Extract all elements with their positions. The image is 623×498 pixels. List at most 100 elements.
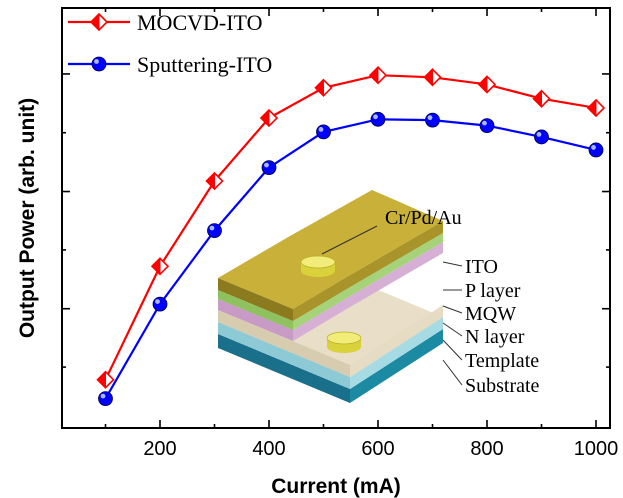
- x-tick-label: 400: [252, 438, 285, 460]
- layer-n-side: [350, 305, 443, 377]
- data-point-highlight: [536, 132, 542, 137]
- data-point: [152, 296, 168, 312]
- data-point-body: [152, 296, 168, 312]
- data-point: [259, 108, 279, 128]
- legend-marker: [91, 56, 107, 72]
- data-point: [316, 124, 331, 140]
- data-point: [532, 89, 551, 108]
- leader-line: [321, 225, 378, 255]
- y-axis-label: Output Power (arb. unit): [16, 98, 39, 338]
- legend-label: Sputtering-ITO: [137, 52, 272, 77]
- data-point-half: [587, 98, 597, 118]
- legend-entry: Sputtering-ITO: [68, 52, 272, 77]
- data-point-body: [261, 160, 277, 176]
- layer-substrate-front: [218, 334, 350, 403]
- data-point-body: [370, 111, 386, 127]
- leader-line: [442, 322, 463, 337]
- p-contact-pad-bottom: [301, 265, 335, 277]
- layer-p: [218, 233, 443, 330]
- legend-label: MOCVD-ITO: [137, 10, 262, 35]
- data-point: [370, 111, 386, 127]
- layer-mqw-side: [345, 242, 443, 310]
- legend-entry: MOCVD-ITO: [68, 10, 262, 35]
- inset-label: ITO: [465, 256, 498, 278]
- leader-line: [442, 261, 463, 267]
- x-axis-label: Current (mA): [271, 475, 401, 498]
- data-point-body: [425, 112, 440, 128]
- layer-p-side: [345, 233, 443, 299]
- data-point: [368, 65, 388, 85]
- layer-mqw-front-a: [218, 299, 293, 341]
- layer-mqw: [218, 242, 443, 341]
- data-point: [314, 78, 333, 98]
- layer-substrate-side: [350, 329, 443, 403]
- data-point-highlight: [209, 225, 215, 231]
- series-layer: [96, 65, 606, 407]
- series-0: [96, 65, 606, 389]
- series-line: [104, 118, 597, 400]
- data-point-half: [314, 78, 324, 98]
- data-point-half: [260, 108, 270, 128]
- data-point-half: [96, 370, 106, 389]
- legend-marker-body: [91, 56, 107, 72]
- data-point-body: [316, 124, 331, 140]
- data-point: [98, 391, 113, 407]
- data-point: [96, 370, 115, 389]
- layer-template-front: [218, 322, 350, 389]
- layer-n: [218, 305, 443, 377]
- x-tick-label: 800: [470, 438, 503, 460]
- data-point-half: [478, 75, 488, 94]
- data-point-body: [534, 129, 549, 145]
- leader-line: [442, 305, 463, 314]
- data-point-highlight: [100, 393, 106, 399]
- legend: MOCVD-ITO Sputtering-ITO: [68, 10, 272, 77]
- x-tick-label: 200: [143, 438, 176, 460]
- data-point: [425, 112, 440, 128]
- legend-marker-half: [90, 12, 100, 32]
- data-point: [477, 75, 497, 94]
- layer-template-side: [350, 317, 443, 389]
- layer-p-notch: [293, 290, 345, 330]
- data-point-highlight: [155, 299, 160, 304]
- layer-p-front-a: [218, 290, 293, 330]
- inset-label: N layer: [465, 326, 525, 348]
- layer-ito-notch: [293, 278, 345, 321]
- inset-label: Template: [465, 350, 539, 372]
- x-tick-label: 600: [361, 438, 394, 460]
- n-contact-pad-top: [326, 331, 362, 345]
- data-point-body: [207, 223, 222, 239]
- layer-template: [218, 317, 443, 389]
- data-point: [207, 223, 222, 239]
- data-point: [205, 171, 224, 191]
- legend-marker: [89, 12, 109, 32]
- leader-line: [442, 359, 463, 386]
- data-point-body: [588, 142, 604, 158]
- layer-n-front: [218, 310, 350, 377]
- data-point-highlight: [264, 162, 269, 168]
- layer-mqw-notch: [293, 299, 345, 341]
- data-point: [423, 68, 442, 87]
- data-point: [261, 160, 277, 176]
- layer-ito-side: [345, 221, 443, 290]
- data-point-half: [205, 171, 215, 191]
- p-contact-pad-top: [300, 255, 336, 269]
- data-point-highlight: [482, 120, 487, 126]
- n-contact-pad: [326, 331, 362, 353]
- data-point-half: [369, 65, 379, 85]
- layer-ito: [218, 221, 443, 321]
- layer-substrate: [218, 329, 443, 403]
- inset-label: Cr/Pd/Au: [385, 207, 462, 229]
- data-point-highlight: [591, 145, 596, 150]
- inset-label: Substrate: [465, 375, 540, 397]
- series-line: [104, 74, 597, 381]
- plot-frame: [61, 7, 611, 429]
- x-tick-label: 1000: [574, 438, 619, 460]
- data-point-highlight: [373, 114, 378, 120]
- data-point-highlight: [318, 126, 324, 132]
- axes: 200 400 600 800 1000 Current (mA) Output Power…: [16, 7, 619, 498]
- data-point-half: [532, 89, 542, 108]
- data-point-body: [479, 118, 495, 133]
- leader-line: [442, 339, 463, 361]
